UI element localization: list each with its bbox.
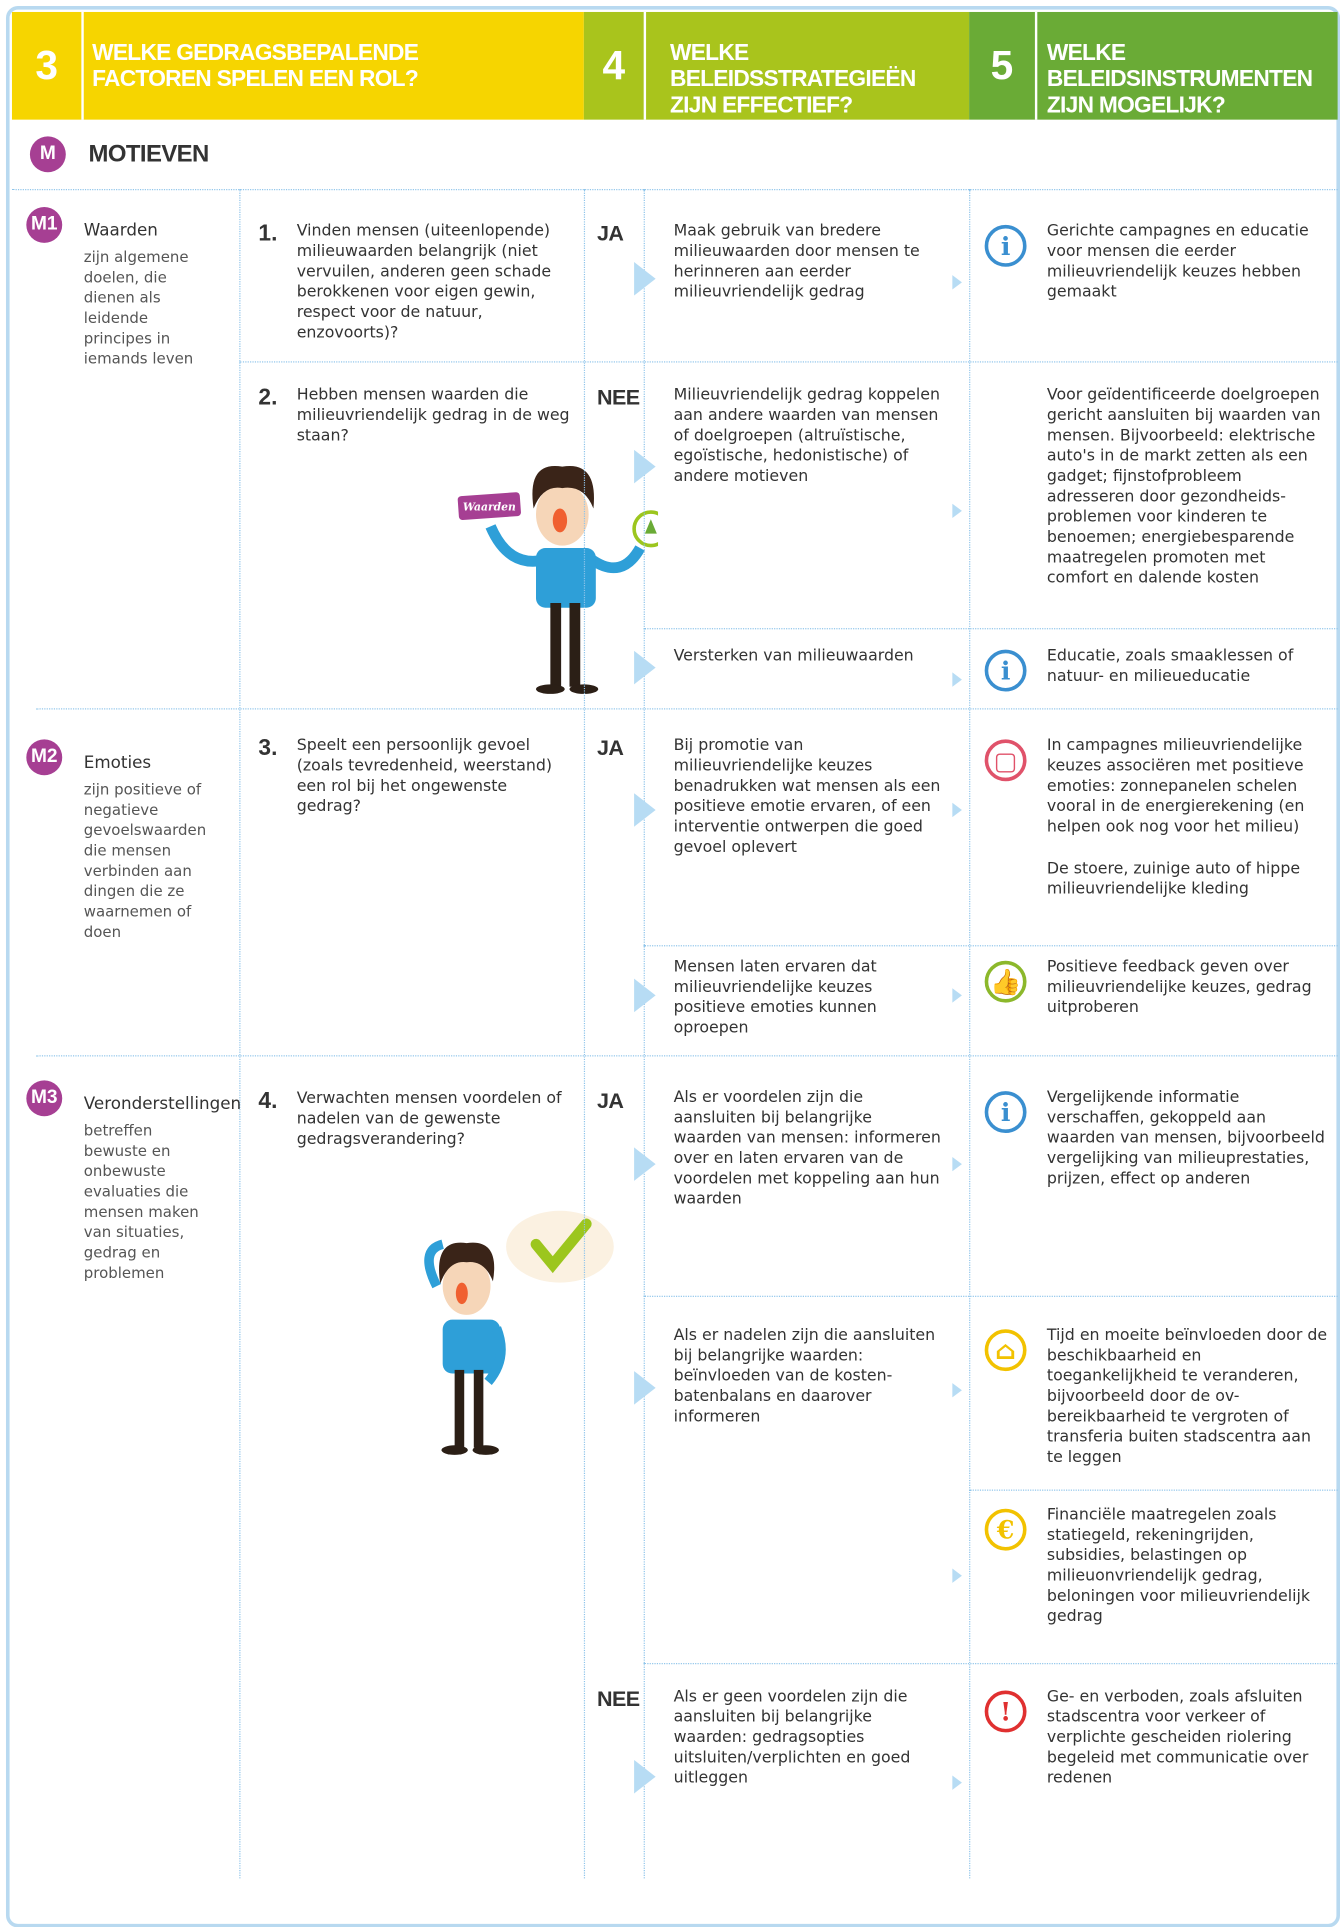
divider	[643, 11, 647, 120]
question-text: Hebben mensen waarden die milieuvriendel…	[296, 386, 570, 446]
header-col-3	[11, 11, 584, 120]
strategy-arrow	[634, 1147, 656, 1181]
instrument-icon: ⌂	[984, 1329, 1027, 1372]
character-illustration	[424, 1210, 614, 1455]
instrument-arrow	[952, 672, 962, 687]
answer-label: JA	[597, 735, 624, 760]
instrument-icon: €	[984, 1508, 1027, 1551]
instrument-arrow	[952, 1775, 962, 1790]
strategy-arrow	[634, 1759, 656, 1794]
instrument-arrow	[952, 275, 962, 290]
motive-name: Waarden	[83, 221, 158, 241]
header-title: WELKE BELEIDSSTRATEGIEËN ZIJN EFFECTIEF?	[670, 40, 916, 119]
divider-line	[643, 628, 1338, 630]
motive-badge: M1	[26, 206, 63, 243]
divider-line	[643, 1295, 1338, 1297]
instrument-arrow	[952, 1568, 962, 1583]
motive-description: betreffen bewuste en onbewuste evaluatie…	[83, 1121, 199, 1282]
question-text: Speelt een persoonlijk gevoel (zoals tev…	[296, 737, 553, 816]
header-col-5	[969, 11, 1338, 120]
instrument-arrow	[952, 1156, 962, 1172]
strategy-arrow	[634, 1371, 656, 1405]
motive-name: Emoties	[83, 753, 152, 773]
strategy-arrow	[634, 262, 656, 296]
strategy-text: Maak gebruik van bredere milieuwaarden d…	[673, 222, 920, 302]
divider-line	[969, 1489, 1338, 1491]
instrument-text: In campagnes milieuvriendelijke keuzes a…	[1046, 737, 1305, 837]
instrument-text: Positieve feedback geven over milieuvrie…	[1046, 958, 1312, 1017]
motive-description: zijn algemene doelen, die dienen als lei…	[83, 247, 194, 368]
strategy-text: Milieuvriendelijk gedrag koppelen aan an…	[673, 386, 940, 486]
divider	[81, 11, 84, 120]
divider-line	[11, 189, 1338, 191]
header-col-4	[583, 11, 970, 120]
instrument-text: Tijd en moeite beïnvloeden door de besch…	[1046, 1326, 1328, 1467]
header-number: 5	[990, 43, 1014, 89]
answer-label: NEE	[597, 385, 640, 410]
question-number: 4.	[258, 1088, 278, 1114]
question-text: Vinden mensen (uiteenlopende) milieuwaar…	[296, 222, 552, 343]
instrument-icon: i	[984, 649, 1027, 692]
instrument-text: Financiële maatregelen zoals statiegeld,…	[1046, 1506, 1311, 1626]
instrument-arrow	[952, 988, 962, 1003]
instrument-icon: !	[984, 1690, 1027, 1733]
divider-line	[643, 945, 1338, 947]
question-number: 3.	[258, 735, 278, 761]
character-illustration: Waarden	[457, 465, 659, 694]
answer-label: JA	[597, 221, 624, 246]
strategy-text: Als er voordelen zijn die aansluiten bij…	[673, 1088, 941, 1209]
sign-label: Waarden	[463, 500, 516, 513]
divider-line	[239, 189, 241, 1879]
divider-line	[643, 1663, 1338, 1665]
strategy-arrow	[634, 978, 656, 1013]
divider-line	[239, 361, 1338, 363]
instrument-text: Ge- en verboden, zoals afsluiten stadsce…	[1046, 1688, 1309, 1788]
motive-description: zijn positieve of negatieve gevoelswaard…	[83, 780, 207, 941]
instrument-text: Educatie, zoals smaaklessen of natuur- e…	[1046, 647, 1294, 686]
question-number: 2.	[258, 385, 278, 411]
instrument-arrow	[952, 802, 962, 818]
instrument-icon: i	[984, 1091, 1027, 1134]
motive-badge: M2	[26, 739, 63, 776]
instrument-text: De stoere, zuinige auto of hippe milieuv…	[1046, 860, 1301, 899]
question-text: Verwachten mensen voordelen of nadelen v…	[296, 1089, 562, 1149]
divider-line	[35, 1055, 1338, 1057]
section-title: MOTIEVEN	[88, 141, 210, 168]
strategy-text: Versterken van milieuwaarden	[673, 647, 914, 666]
strategy-text: Als er nadelen zijn die aansluiten bij b…	[673, 1326, 936, 1427]
strategy-arrow	[634, 449, 656, 484]
instrument-icon: 👍	[984, 960, 1027, 1003]
header-title: WELKE GEDRAGSBEPALENDE FACTOREN SPELEN E…	[92, 40, 419, 93]
instrument-arrow	[952, 1383, 962, 1398]
instrument-text: Voor geïdentificeerde doelgroepen gerich…	[1046, 386, 1321, 588]
strategy-text: Als er geen voordelen zijn die aansluite…	[673, 1688, 911, 1788]
divider-line	[643, 189, 645, 1879]
divider-line	[35, 708, 1338, 710]
instrument-icon: i	[984, 224, 1027, 267]
strategy-arrow	[634, 650, 656, 685]
strategy-arrow	[634, 793, 656, 827]
header-number: 4	[602, 43, 626, 89]
header-number: 3	[35, 43, 58, 89]
instrument-text: Gerichte campagnes en educatie voor mens…	[1046, 222, 1309, 302]
section-badge: M	[29, 136, 66, 173]
motive-badge: M3	[26, 1080, 63, 1117]
divider-line	[583, 189, 586, 1879]
answer-label: NEE	[597, 1686, 640, 1711]
instrument-arrow	[952, 503, 962, 519]
infographic: 3 4 5 WELKE GEDRAGSBEPALENDE FACTOREN SP…	[5, 5, 1340, 1927]
strategy-text: Bij promotie van milieuvriendelijke keuz…	[673, 737, 941, 857]
instrument-text: Vergelijkende informatie verschaffen, ge…	[1046, 1088, 1325, 1189]
answer-label: JA	[597, 1088, 624, 1113]
divider	[1034, 11, 1038, 120]
motive-name: Veronderstellingen	[83, 1094, 242, 1114]
question-number: 1.	[258, 221, 278, 247]
instrument-icon: ▢	[984, 739, 1027, 782]
strategy-text: Mensen laten ervaren dat milieuvriendeli…	[673, 958, 877, 1038]
header-title: WELKE BELEIDSINSTRUMENTEN ZIJN MOGELIJK?	[1046, 40, 1313, 119]
divider-line	[969, 189, 971, 1879]
